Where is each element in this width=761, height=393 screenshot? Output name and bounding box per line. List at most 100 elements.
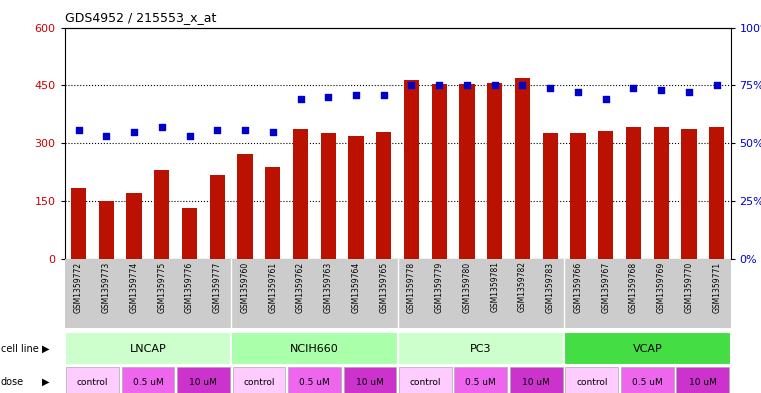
Point [100,133,113,140]
Bar [209,175,225,259]
Text: GSM1359761: GSM1359761 [269,261,277,312]
Text: GSM1359766: GSM1359766 [574,261,582,313]
Text: control: control [77,378,108,387]
Point [295,96,307,103]
Text: control: control [409,378,441,387]
Text: GSM1359769: GSM1359769 [657,261,666,313]
Text: control: control [576,378,607,387]
Bar [570,132,586,259]
Text: 0.5 uM: 0.5 uM [299,378,330,387]
Bar [126,193,142,259]
Text: GSM1359767: GSM1359767 [601,261,610,313]
Point [655,87,667,93]
Point [128,129,140,135]
Text: GSM1359776: GSM1359776 [185,261,194,313]
Text: GSM1359780: GSM1359780 [463,261,472,312]
Bar [399,367,452,393]
Bar [177,367,230,393]
Bar [99,201,114,259]
Point [377,92,390,98]
Text: GSM1359783: GSM1359783 [546,261,555,312]
Text: control: control [244,378,275,387]
Text: GSM1359768: GSM1359768 [629,261,638,312]
Point [239,127,251,133]
Bar [293,129,308,259]
Text: GSM1359765: GSM1359765 [379,261,388,313]
Bar [376,132,391,259]
Text: 0.5 uM: 0.5 uM [466,378,496,387]
Bar [460,84,475,259]
Bar [404,80,419,259]
Text: 10 uM: 10 uM [356,378,384,387]
Bar [66,367,119,393]
Bar [454,367,508,393]
Point [683,89,695,95]
Bar [343,367,396,393]
Bar [71,188,86,259]
Bar [320,132,336,259]
Point [627,84,639,91]
Text: 0.5 uM: 0.5 uM [632,378,663,387]
Text: GSM1359770: GSM1359770 [684,261,693,313]
Bar [677,367,729,393]
Text: NCIH660: NCIH660 [290,344,339,354]
Text: GDS4952 / 215553_x_at: GDS4952 / 215553_x_at [65,11,216,24]
Text: ▶: ▶ [42,344,49,354]
Point [266,129,279,135]
Point [600,96,612,103]
Bar [182,208,197,259]
Bar [564,332,731,365]
Bar [515,78,530,259]
Point [517,82,529,88]
Bar [654,127,669,259]
Text: 10 uM: 10 uM [189,378,218,387]
Point [711,82,723,88]
Bar [626,127,641,259]
Bar [237,154,253,259]
Bar [543,132,558,259]
Point [544,84,556,91]
Text: GSM1359764: GSM1359764 [352,261,361,313]
Text: GSM1359781: GSM1359781 [490,261,499,312]
Bar [487,83,502,259]
Text: GSM1359775: GSM1359775 [158,261,167,313]
Text: cell line: cell line [1,344,39,354]
Text: 0.5 uM: 0.5 uM [132,378,164,387]
Bar [233,367,285,393]
Bar [288,367,341,393]
Bar [565,367,618,393]
Point [572,89,584,95]
Bar [65,332,231,365]
Point [406,82,418,88]
Text: GSM1359771: GSM1359771 [712,261,721,312]
Text: GSM1359778: GSM1359778 [407,261,416,312]
Text: GSM1359777: GSM1359777 [213,261,221,313]
Point [212,127,224,133]
Text: ▶: ▶ [42,377,49,387]
Text: PC3: PC3 [470,344,492,354]
Text: GSM1359760: GSM1359760 [240,261,250,313]
Text: GSM1359763: GSM1359763 [323,261,333,313]
Bar [431,84,447,259]
Bar [349,136,364,259]
Text: 10 uM: 10 uM [689,378,717,387]
Bar [598,131,613,259]
Text: GSM1359772: GSM1359772 [74,261,83,312]
Text: GSM1359779: GSM1359779 [435,261,444,313]
Text: GSM1359762: GSM1359762 [296,261,305,312]
Point [433,82,445,88]
Bar [397,332,564,365]
Text: dose: dose [1,377,24,387]
Point [489,82,501,88]
Bar [621,367,673,393]
Bar [709,127,724,259]
Point [156,124,168,130]
Bar [510,367,562,393]
Text: GSM1359782: GSM1359782 [518,261,527,312]
Point [183,133,196,140]
Point [322,94,334,100]
Point [72,127,84,133]
Bar [231,332,397,365]
Text: VCAP: VCAP [632,344,662,354]
Text: GSM1359773: GSM1359773 [102,261,111,313]
